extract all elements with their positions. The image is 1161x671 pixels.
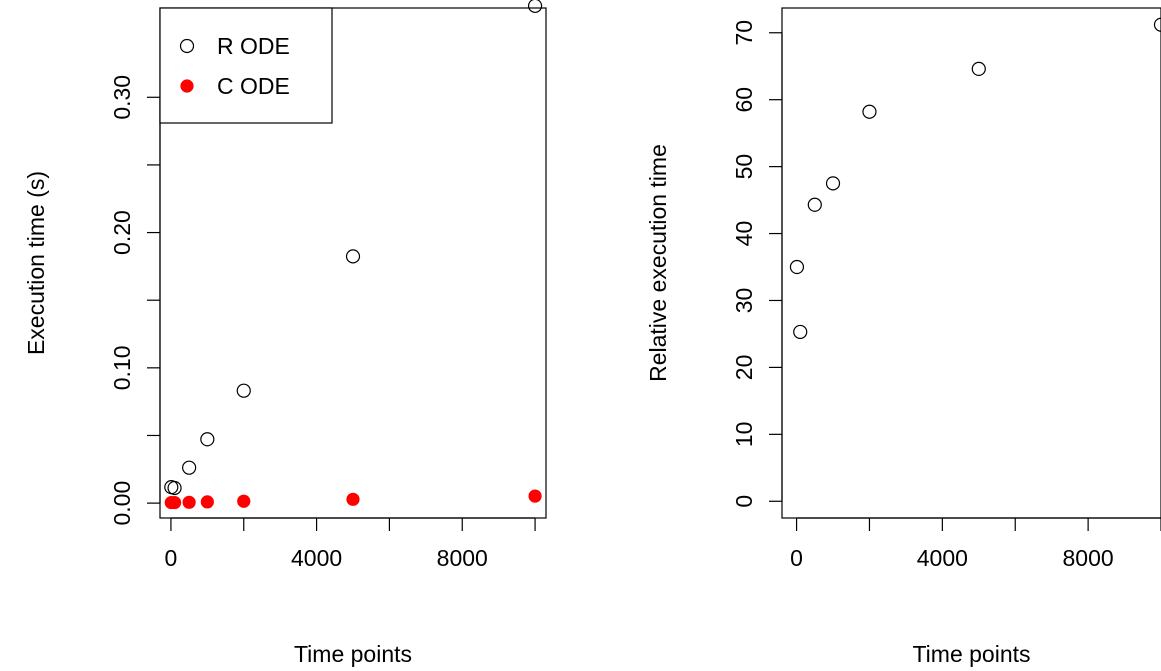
- data-point: [182, 495, 196, 509]
- data-point: [971, 61, 986, 77]
- relative-execution-time-chart: 0 4000 8000 0 10 20 30 40 50 60 70 Time points Relat…: [645, 7, 1161, 667]
- data-point: [793, 324, 808, 340]
- legend-label: C ODE: [217, 73, 290, 99]
- data-point: [528, 489, 542, 503]
- x-tick-label: 0: [165, 545, 178, 571]
- data-point: [345, 249, 361, 264]
- data-point: [807, 197, 822, 212]
- data-point: [1153, 17, 1161, 32]
- x-axis-title: Time points: [294, 641, 412, 667]
- x-tick-label: 4000: [917, 545, 968, 571]
- y-tick-label: 30: [731, 288, 757, 314]
- y-tick-label: 20: [731, 355, 757, 381]
- y-tick-label: 70: [731, 20, 757, 46]
- x-tick-label: 8000: [437, 545, 488, 571]
- y-tick-label: 0.10: [109, 345, 135, 390]
- data-point: [237, 494, 251, 508]
- legend-box: [159, 7, 333, 124]
- data-point: [789, 259, 805, 275]
- legend-label: R ODE: [217, 33, 290, 59]
- execution-time-chart: 0 4000 8000 0.00 0.10 0.20 0.30 Time points Exec…: [23, 0, 547, 667]
- data-point: [167, 495, 182, 510]
- data-point: [182, 460, 197, 475]
- data-point: [167, 480, 182, 496]
- y-tick-label: 60: [731, 87, 757, 113]
- data-point: [200, 495, 214, 509]
- plot-frame: [781, 7, 1161, 519]
- legend-marker: [180, 79, 194, 93]
- legend-marker: [179, 38, 195, 54]
- y-tick-label: 0.30: [109, 75, 135, 120]
- y-axis-title: Relative execution time: [645, 144, 671, 382]
- x-tick-label: 0: [790, 545, 803, 571]
- y-tick-label: 40: [731, 221, 757, 247]
- data-point: [236, 383, 251, 398]
- x-tick-label: 8000: [1063, 545, 1114, 571]
- data-point: [527, 0, 543, 13]
- x-tick-label: 4000: [291, 545, 342, 571]
- y-tick-label: 0.00: [109, 481, 135, 526]
- data-point: [862, 104, 877, 119]
- data-point: [825, 176, 841, 191]
- data-point: [346, 492, 360, 506]
- y-tick-label: 0.20: [109, 210, 135, 255]
- y-tick-label: 0: [731, 495, 757, 508]
- y-tick-label: 10: [731, 422, 757, 448]
- x-axis-title: Time points: [912, 641, 1030, 667]
- y-tick-label: 50: [731, 154, 757, 180]
- data-point: [200, 432, 215, 447]
- y-axis-title: Execution time (s): [23, 171, 49, 355]
